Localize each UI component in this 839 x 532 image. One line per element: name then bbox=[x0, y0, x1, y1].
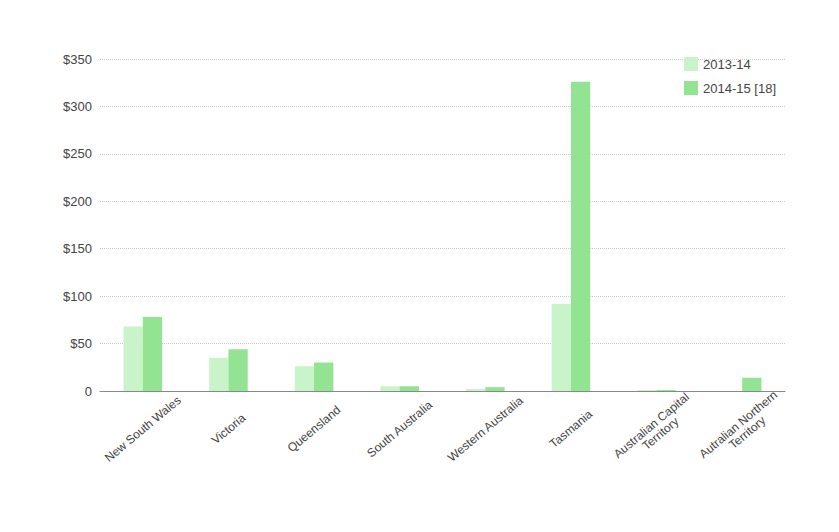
svg-text:0: 0 bbox=[85, 384, 92, 399]
svg-text:$350: $350 bbox=[63, 52, 92, 67]
svg-text:Queensland: Queensland bbox=[285, 403, 344, 455]
svg-text:Western Australia: Western Australia bbox=[445, 393, 526, 464]
svg-text:New South Wales: New South Wales bbox=[102, 393, 184, 465]
svg-text:Territory: Territory bbox=[639, 414, 681, 453]
svg-text:$300: $300 bbox=[63, 99, 92, 114]
svg-text:2014-15 [18]: 2014-15 [18] bbox=[703, 81, 776, 96]
svg-text:$100: $100 bbox=[63, 289, 92, 304]
svg-text:South Australia: South Australia bbox=[364, 397, 435, 460]
svg-text:Tasmania: Tasmania bbox=[547, 407, 596, 451]
svg-text:$150: $150 bbox=[63, 241, 92, 256]
svg-text:Victoria: Victoria bbox=[209, 411, 249, 448]
svg-text:$50: $50 bbox=[70, 336, 92, 351]
svg-text:2013-14: 2013-14 bbox=[703, 57, 751, 72]
svg-text:Territory: Territory bbox=[724, 413, 769, 454]
svg-text:Autralian Northern: Autralian Northern bbox=[697, 388, 781, 461]
svg-text:$250: $250 bbox=[63, 146, 92, 161]
svg-text:$200: $200 bbox=[63, 194, 92, 209]
svg-text:Australian Capital: Australian Capital bbox=[611, 388, 695, 461]
